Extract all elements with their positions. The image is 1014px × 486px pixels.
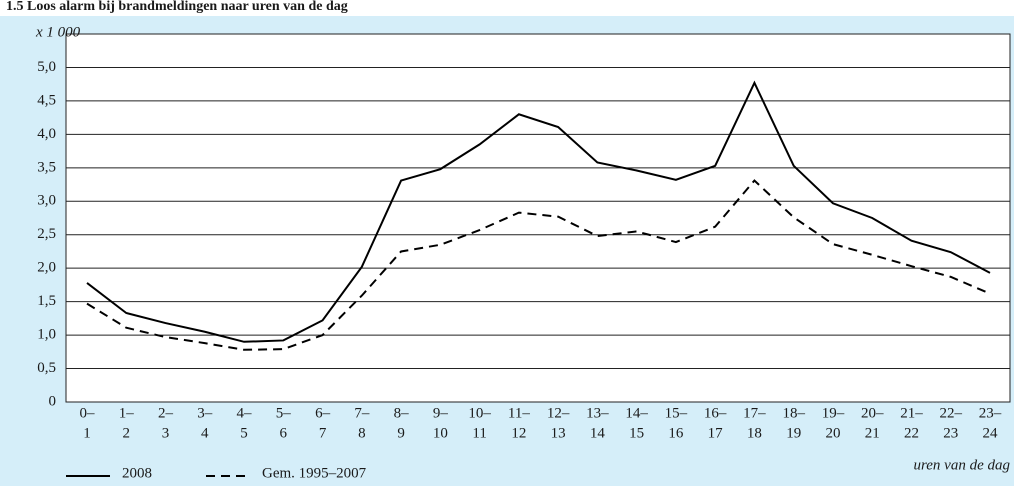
x-tick-label: 8– [394, 405, 410, 421]
x-tick-label: 2 [123, 425, 131, 441]
x-tick-label: 24 [983, 425, 999, 441]
x-tick-label: 20– [861, 405, 884, 421]
x-tick-label: 9 [397, 425, 405, 441]
x-tick-label: 5– [276, 405, 292, 421]
legend-label: Gem. 1995–2007 [262, 465, 367, 481]
x-tick-label: 16– [704, 405, 727, 421]
x-tick-label: 10 [433, 425, 448, 441]
y-unit: x 1 000 [35, 24, 81, 40]
x-tick-label: 11 [472, 425, 486, 441]
x-tick-label: 23– [979, 405, 1002, 421]
x-tick-label: 21 [865, 425, 880, 441]
x-tick-label: 3 [162, 425, 170, 441]
x-tick-label: 12 [511, 425, 526, 441]
x-tick-label: 1 [83, 425, 91, 441]
y-tick-label: 2,5 [37, 226, 56, 242]
x-axis-title: uren van de dag [913, 457, 1010, 473]
x-tick-label: 18– [782, 405, 805, 421]
x-tick-label: 4 [201, 425, 209, 441]
x-tick-label: 6– [315, 405, 331, 421]
x-tick-label: 10– [468, 405, 491, 421]
x-tick-label: 21– [900, 405, 923, 421]
x-tick-label: 14– [625, 405, 648, 421]
x-tick-label: 19 [786, 425, 801, 441]
y-tick-label: 1,0 [37, 327, 56, 343]
series-line [86, 179, 991, 351]
x-tick-label: 13 [551, 425, 566, 441]
y-tick-label: 0,5 [37, 360, 56, 376]
x-tick-label: 3– [197, 405, 213, 421]
x-tick-label: 12– [547, 405, 570, 421]
x-tick-label: 6 [280, 425, 288, 441]
x-tick-label: 15– [665, 405, 688, 421]
y-tick-label: 5,0 [37, 59, 56, 75]
x-tick-label: 15 [629, 425, 644, 441]
y-tick-label: 2,0 [37, 260, 56, 276]
y-tick-label: 4,0 [37, 126, 56, 142]
plot-area [65, 33, 1011, 403]
y-tick-label: 3,5 [37, 159, 56, 175]
y-tick-label: 1,5 [37, 293, 56, 309]
chart-title: 1.5 Loos alarm bij brandmeldingen naar u… [6, 0, 348, 14]
x-tick-label: 1– [119, 405, 135, 421]
x-tick-label: 14 [590, 425, 606, 441]
x-tick-label: 7– [354, 405, 370, 421]
x-tick-label: 17 [708, 425, 724, 441]
x-tick-label: 13– [586, 405, 609, 421]
series-line [86, 80, 991, 343]
x-tick-label: 22 [904, 425, 919, 441]
x-tick-label: 18 [747, 425, 762, 441]
x-tick-label: 0– [80, 405, 96, 421]
y-tick-label: 4,5 [37, 92, 56, 108]
x-tick-label: 4– [237, 405, 253, 421]
y-tick-label: 3,0 [37, 193, 56, 209]
x-tick-label: 11– [508, 405, 530, 421]
x-tick-label: 20 [825, 425, 840, 441]
x-tick-label: 22– [939, 405, 962, 421]
legend-label: 2008 [122, 465, 152, 481]
x-tick-label: 2– [158, 405, 174, 421]
x-tick-label: 19– [822, 405, 845, 421]
x-tick-label: 7 [319, 425, 327, 441]
x-tick-label: 23 [943, 425, 958, 441]
x-tick-label: 8 [358, 425, 366, 441]
y-tick-label: 0 [49, 393, 57, 409]
x-tick-label: 5 [240, 425, 248, 441]
x-tick-label: 16 [668, 425, 684, 441]
x-tick-label: 17– [743, 405, 766, 421]
x-tick-label: 9– [433, 405, 449, 421]
